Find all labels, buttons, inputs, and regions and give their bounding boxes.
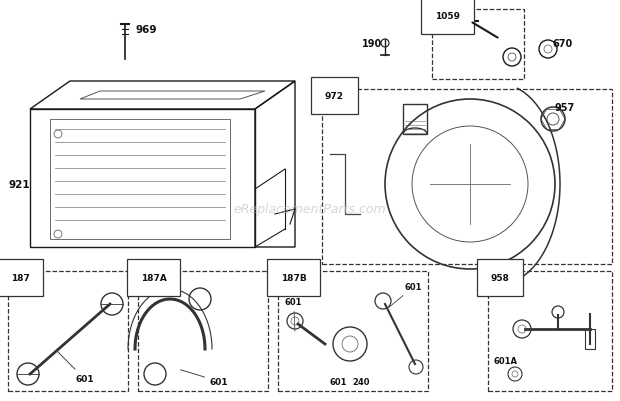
Bar <box>278 271 428 391</box>
Text: 601: 601 <box>180 370 229 386</box>
Text: 601: 601 <box>330 377 347 386</box>
Bar <box>403 105 427 135</box>
Text: 1059: 1059 <box>435 12 460 21</box>
Text: 601: 601 <box>285 297 303 331</box>
Text: 969: 969 <box>135 25 156 35</box>
Bar <box>432 10 524 80</box>
Text: 958: 958 <box>491 273 510 282</box>
Text: 190: 190 <box>362 39 383 49</box>
Text: 187B: 187B <box>281 273 307 282</box>
Text: 957: 957 <box>555 103 575 113</box>
Bar <box>138 271 268 391</box>
Bar <box>585 329 595 349</box>
Text: 240: 240 <box>352 377 370 386</box>
Text: 601A: 601A <box>494 356 518 365</box>
Text: eReplacementParts.com: eReplacementParts.com <box>234 202 386 215</box>
Bar <box>488 271 612 391</box>
Text: 187A: 187A <box>141 273 167 282</box>
Text: 972: 972 <box>325 92 344 101</box>
Text: 187: 187 <box>11 273 30 282</box>
Bar <box>8 271 128 391</box>
Text: 670: 670 <box>552 39 572 49</box>
Text: 921: 921 <box>8 180 30 190</box>
Bar <box>322 90 612 264</box>
Text: 601: 601 <box>57 351 94 383</box>
Text: 601: 601 <box>389 282 422 308</box>
